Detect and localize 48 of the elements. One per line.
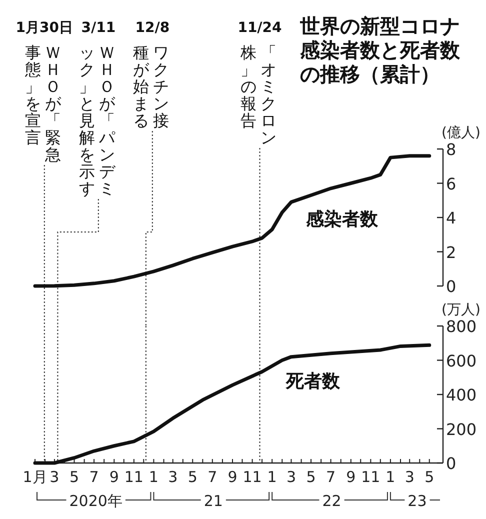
x-tick-label: 1 (148, 468, 158, 486)
ref-line-label: 「オミクロン株」の報告 (240, 44, 277, 146)
x-tick-label: 5 (188, 468, 198, 486)
series-label: 死者数 (285, 370, 342, 392)
x-tick-label: 5 (69, 468, 80, 486)
text: 2020年 (69, 492, 122, 510)
y-tick-label: 600 (446, 351, 477, 370)
x-tick-label: 11 (242, 468, 262, 486)
y-tick-label: 0 (446, 454, 456, 473)
x-tick-label: 9 (346, 468, 356, 486)
x-tick-label: 7 (326, 468, 336, 486)
text: 3/11 (81, 20, 116, 36)
y-tick-label: 0 (446, 277, 456, 296)
series-label: 感染者数 (305, 209, 379, 230)
y-tick-label: 6 (446, 174, 456, 194)
x-tick-label: 3 (286, 468, 296, 486)
y-tick-label: 400 (446, 386, 477, 404)
y-tick-label: 800 (446, 317, 477, 336)
x-tick-label: 9 (228, 468, 238, 486)
ref-line-label: ＷＨＯが「パンデミック」と見解を示す (78, 44, 116, 197)
text: 22 (322, 492, 342, 510)
y-tick-label: 2 (446, 242, 456, 262)
x-tick-label: 11 (124, 468, 144, 486)
ref-line-label: ＷＨＯが「緊急事態」を宣言 (24, 44, 62, 163)
x-tick-label: 3 (404, 468, 414, 486)
x-tick-label: 1月 (22, 468, 48, 486)
ref-line-label: ワクチン接種が始まる (132, 44, 170, 129)
text: 1月30日 (16, 20, 74, 36)
x-tick-label: 7 (89, 468, 99, 486)
x-tick-label: 5 (306, 468, 316, 486)
y-axis-title: (万人) (442, 302, 480, 318)
text: 11/24 (238, 20, 282, 36)
x-tick-label: 5 (424, 468, 434, 486)
text: 23 (408, 492, 427, 510)
text: 21 (204, 492, 223, 510)
x-tick-label: 1 (386, 468, 396, 486)
x-tick-label: 3 (50, 468, 60, 486)
y-tick-label: 8 (446, 140, 456, 159)
x-tick-label: 9 (109, 468, 119, 486)
y-tick-label: 4 (446, 208, 456, 228)
chart-title: 世界の新型コロナ感染者数と死者数の推移（累計） (299, 14, 461, 86)
x-tick-label: 7 (208, 468, 218, 486)
x-tick-label: 1 (267, 468, 277, 486)
y-axis-title: (億人) (442, 125, 480, 141)
x-tick-label: 3 (168, 468, 178, 486)
x-tick-label: 11 (361, 468, 380, 486)
y-tick-label: 200 (446, 420, 477, 439)
text: 12/8 (135, 20, 170, 36)
